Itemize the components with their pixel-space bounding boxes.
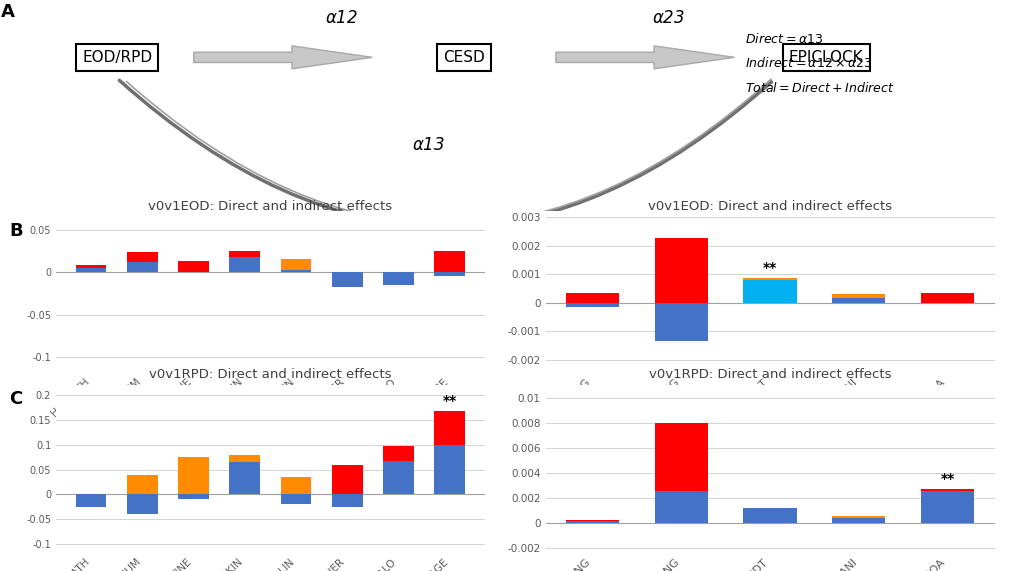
Bar: [383, 446, 414, 461]
Bar: [434, 251, 465, 272]
Text: $\alpha$23: $\alpha$23: [651, 9, 684, 27]
Bar: [434, 411, 465, 445]
Bar: [280, 259, 311, 271]
Bar: [75, 268, 106, 272]
Bar: [832, 298, 884, 303]
Bar: [383, 272, 414, 285]
Bar: [434, 445, 465, 494]
Text: CESD: CESD: [443, 50, 484, 65]
Bar: [920, 292, 973, 303]
Title: v0v1EOD: Direct and indirect effects: v0v1EOD: Direct and indirect effects: [148, 200, 392, 213]
Bar: [743, 508, 796, 522]
Text: B: B: [9, 222, 22, 240]
Bar: [331, 465, 362, 494]
Bar: [280, 477, 311, 494]
Text: $Indirect = \alpha12 \times \alpha23$: $Indirect = \alpha12 \times \alpha23$: [744, 57, 871, 70]
Bar: [654, 303, 707, 341]
Bar: [178, 494, 209, 500]
Text: $\alpha$12: $\alpha$12: [325, 9, 358, 27]
Bar: [229, 462, 260, 494]
Bar: [280, 494, 311, 504]
Bar: [280, 271, 311, 272]
Bar: [434, 272, 465, 276]
Title: v0v1EOD: Direct and indirect effects: v0v1EOD: Direct and indirect effects: [647, 200, 892, 213]
Text: **: **: [762, 261, 776, 275]
Bar: [331, 272, 362, 287]
Bar: [229, 251, 260, 257]
Bar: [654, 492, 707, 522]
Bar: [566, 303, 619, 307]
Bar: [654, 239, 707, 303]
Bar: [75, 266, 106, 268]
Title: v0v1RPD: Direct and indirect effects: v0v1RPD: Direct and indirect effects: [648, 368, 891, 381]
Bar: [743, 280, 796, 303]
Bar: [75, 494, 106, 507]
Bar: [331, 494, 362, 507]
Polygon shape: [555, 46, 734, 69]
Text: $\alpha$13: $\alpha$13: [412, 136, 444, 154]
Bar: [920, 492, 973, 522]
Bar: [832, 516, 884, 518]
Title: v0v1RPD: Direct and indirect effects: v0v1RPD: Direct and indirect effects: [149, 368, 391, 381]
Bar: [566, 292, 619, 303]
Text: EOD/RPD: EOD/RPD: [83, 50, 152, 65]
Text: $Total = Direct + Indirect$: $Total = Direct + Indirect$: [744, 81, 894, 95]
Text: **: **: [442, 394, 457, 408]
Bar: [178, 457, 209, 494]
Bar: [654, 423, 707, 492]
Text: **: **: [940, 472, 954, 485]
Bar: [229, 257, 260, 272]
Text: $Direct = \alpha13$: $Direct = \alpha13$: [744, 32, 822, 46]
Bar: [566, 520, 619, 521]
Bar: [832, 518, 884, 522]
FancyArrowPatch shape: [126, 79, 770, 224]
Bar: [383, 461, 414, 494]
Polygon shape: [194, 46, 372, 69]
Bar: [126, 475, 157, 494]
Bar: [832, 294, 884, 298]
Bar: [920, 489, 973, 492]
Bar: [566, 521, 619, 522]
Text: A: A: [1, 3, 15, 21]
Bar: [743, 278, 796, 280]
Bar: [229, 455, 260, 462]
Text: C: C: [9, 391, 22, 408]
Bar: [178, 261, 209, 272]
Bar: [126, 262, 157, 272]
Bar: [126, 494, 157, 514]
FancyArrowPatch shape: [119, 81, 770, 227]
Bar: [126, 252, 157, 262]
Text: EPICLOCK: EPICLOCK: [788, 50, 863, 65]
